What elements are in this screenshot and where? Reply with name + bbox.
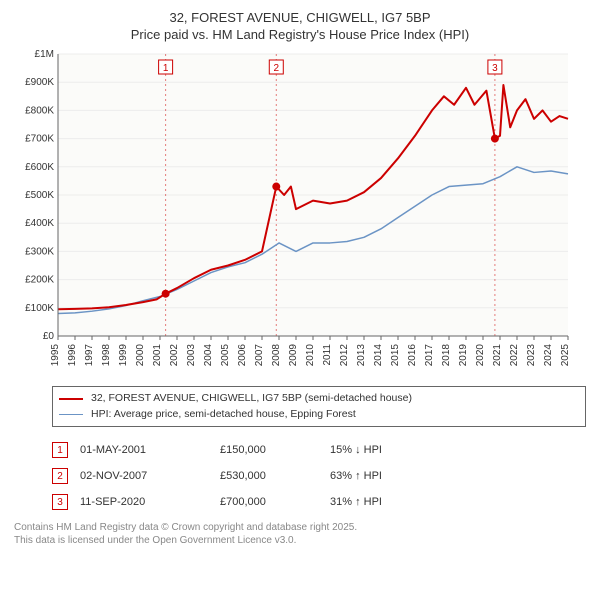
legend-swatch-hpi [59, 414, 83, 415]
svg-text:2016: 2016 [407, 343, 418, 366]
legend-label-hpi: HPI: Average price, semi-detached house,… [91, 407, 356, 423]
svg-text:2001: 2001 [152, 343, 163, 366]
page: 32, FOREST AVENUE, CHIGWELL, IG7 5BP Pri… [0, 0, 600, 590]
legend-swatch-price [59, 398, 83, 400]
svg-text:2004: 2004 [203, 343, 214, 366]
svg-text:2025: 2025 [560, 343, 571, 366]
svg-text:£400K: £400K [25, 218, 54, 229]
chart-title: 32, FOREST AVENUE, CHIGWELL, IG7 5BP Pri… [14, 10, 586, 44]
svg-text:2008: 2008 [271, 343, 282, 366]
svg-text:2002: 2002 [169, 343, 180, 366]
event-delta: 63% ↑ HPI [330, 470, 420, 482]
svg-text:2012: 2012 [339, 343, 350, 366]
event-badge: 1 [52, 442, 68, 458]
svg-text:£500K: £500K [25, 190, 54, 201]
svg-text:£700K: £700K [25, 133, 54, 144]
event-date: 02-NOV-2007 [80, 470, 220, 482]
event-price: £700,000 [220, 496, 330, 508]
svg-text:£800K: £800K [25, 105, 54, 116]
svg-text:2022: 2022 [509, 343, 520, 366]
svg-text:2005: 2005 [220, 343, 231, 366]
events-table: 1 01-MAY-2001£150,00015% ↓ HPI 2 02-NOV-200… [52, 437, 586, 515]
title-line-1: 32, FOREST AVENUE, CHIGWELL, IG7 5BP [169, 10, 430, 25]
svg-text:2017: 2017 [424, 343, 435, 366]
event-row: 1 01-MAY-2001£150,00015% ↓ HPI [52, 437, 586, 463]
svg-text:2014: 2014 [373, 343, 384, 366]
event-delta: 31% ↑ HPI [330, 496, 420, 508]
svg-text:2020: 2020 [475, 343, 486, 366]
title-line-2: Price paid vs. HM Land Registry's House … [131, 27, 469, 42]
svg-text:2015: 2015 [390, 343, 401, 366]
svg-text:2000: 2000 [135, 343, 146, 366]
svg-text:2003: 2003 [186, 343, 197, 366]
svg-text:£300K: £300K [25, 246, 54, 257]
svg-text:2018: 2018 [441, 343, 452, 366]
svg-text:£200K: £200K [25, 274, 54, 285]
legend: 32, FOREST AVENUE, CHIGWELL, IG7 5BP (se… [52, 386, 586, 428]
svg-text:1996: 1996 [67, 343, 78, 366]
svg-text:£100K: £100K [25, 303, 54, 314]
footer-line-1: Contains HM Land Registry data © Crown c… [14, 522, 357, 533]
legend-item-hpi: HPI: Average price, semi-detached house,… [59, 407, 579, 423]
svg-text:2013: 2013 [356, 343, 367, 366]
svg-text:3: 3 [492, 63, 498, 74]
svg-text:£900K: £900K [25, 77, 54, 88]
svg-text:2009: 2009 [288, 343, 299, 366]
svg-text:2011: 2011 [322, 343, 333, 365]
svg-text:1: 1 [163, 63, 169, 74]
svg-text:1999: 1999 [118, 343, 129, 366]
svg-text:2023: 2023 [526, 343, 537, 366]
event-badge: 3 [52, 494, 68, 510]
event-badge: 2 [52, 468, 68, 484]
event-row: 2 02-NOV-2007£530,00063% ↑ HPI [52, 463, 586, 489]
svg-text:2006: 2006 [237, 343, 248, 366]
svg-text:2024: 2024 [543, 343, 554, 366]
chart: £0 £100K £200K £300K £400K £500K £600K £700K £80… [14, 50, 586, 380]
legend-label-price: 32, FOREST AVENUE, CHIGWELL, IG7 5BP (se… [91, 391, 412, 407]
svg-text:2010: 2010 [305, 343, 316, 366]
svg-text:£600K: £600K [25, 162, 54, 173]
footer: Contains HM Land Registry data © Crown c… [14, 521, 586, 547]
svg-text:1997: 1997 [84, 343, 95, 366]
event-row: 3 11-SEP-2020£700,00031% ↑ HPI [52, 489, 586, 515]
svg-text:2021: 2021 [492, 343, 503, 366]
svg-text:1995: 1995 [50, 343, 61, 366]
event-price: £530,000 [220, 470, 330, 482]
svg-text:2: 2 [273, 63, 279, 74]
event-price: £150,000 [220, 444, 330, 456]
svg-text:2007: 2007 [254, 343, 265, 366]
legend-item-price: 32, FOREST AVENUE, CHIGWELL, IG7 5BP (se… [59, 391, 579, 407]
svg-text:1998: 1998 [101, 343, 112, 366]
svg-text:£1M: £1M [35, 50, 54, 60]
svg-text:£0: £0 [43, 331, 55, 342]
svg-text:2019: 2019 [458, 343, 469, 366]
footer-line-2: This data is licensed under the Open Gov… [14, 535, 296, 546]
chart-svg: £0 £100K £200K £300K £400K £500K £600K £700K £80… [14, 50, 574, 380]
event-delta: 15% ↓ HPI [330, 444, 420, 456]
event-date: 01-MAY-2001 [80, 444, 220, 456]
event-date: 11-SEP-2020 [80, 496, 220, 508]
